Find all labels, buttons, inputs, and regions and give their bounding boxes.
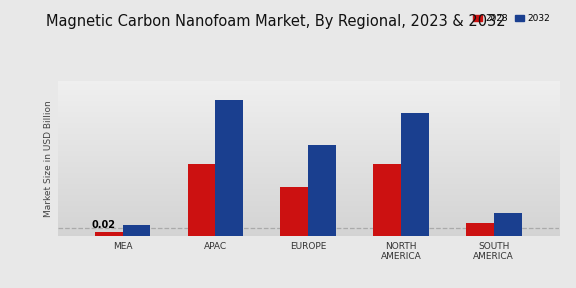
Bar bbox=[466, 223, 494, 236]
Bar bbox=[308, 145, 336, 236]
Bar bbox=[494, 213, 522, 236]
Text: 0.02: 0.02 bbox=[92, 220, 116, 230]
Bar bbox=[188, 164, 215, 236]
Bar bbox=[123, 225, 150, 236]
Bar bbox=[215, 100, 243, 236]
Bar bbox=[373, 164, 401, 236]
Bar bbox=[281, 187, 308, 236]
Bar bbox=[401, 113, 429, 236]
Text: Magnetic Carbon Nanofoam Market, By Regional, 2023 & 2032: Magnetic Carbon Nanofoam Market, By Regi… bbox=[46, 14, 506, 29]
Legend: 2023, 2032: 2023, 2032 bbox=[469, 10, 554, 27]
Bar bbox=[94, 232, 123, 236]
Y-axis label: Market Size in USD Billion: Market Size in USD Billion bbox=[44, 100, 54, 217]
